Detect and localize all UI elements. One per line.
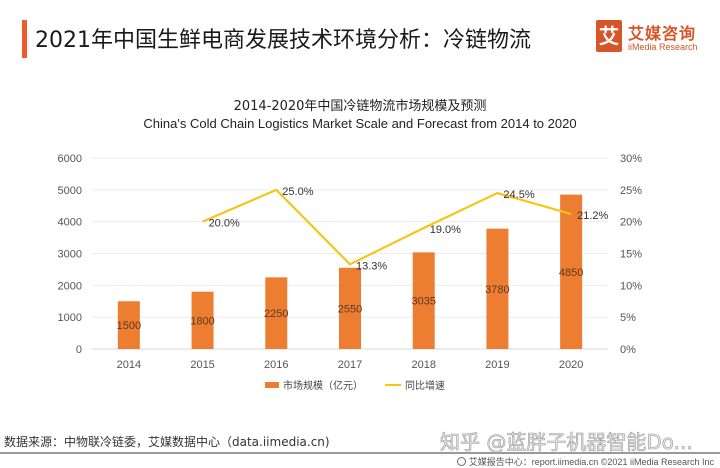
- bar-series: [117, 194, 583, 349]
- growth-line: [202, 188, 572, 266]
- left-axis-ticks: 0 1000 2000 3000 4000 5000 6000: [58, 153, 82, 356]
- legend-line-swatch: [385, 383, 401, 386]
- page-title: 2021年中国生鲜电商发展技术环境分析：冷链物流: [35, 28, 531, 53]
- right-axis-tick-label: 10%: [620, 280, 642, 292]
- logo-name-cn: 艾媒咨询: [628, 24, 697, 43]
- line-data-labels: 20.0% 25.0% 13.3% 19.0% 24.5% 21.2%: [209, 186, 609, 272]
- right-axis-ticks: 0% 5% 10% 15% 20% 25% 30%: [620, 153, 642, 356]
- data-source: 数据来源：中物联冷链委，艾媒数据中心（data.iimedia.cn): [4, 435, 330, 449]
- left-axis-tick-label: 2000: [58, 280, 82, 292]
- line-data-label: 24.5%: [503, 189, 534, 201]
- x-axis-tick-label: 2019: [485, 359, 509, 371]
- chart-legend: 市场规模（亿元） 同比增速: [265, 377, 445, 392]
- footer-report-line: 艾媒报告中心：report.iimedia.cn ©2021 iiMedia R…: [456, 455, 714, 468]
- bar: [339, 267, 361, 349]
- line-data-label: 13.3%: [356, 260, 387, 272]
- left-axis-tick-label: 0: [76, 344, 82, 356]
- bar: [265, 277, 288, 349]
- chart-subtitle: China's Cold Chain Logistics Market Scal…: [143, 116, 577, 131]
- bar: [191, 291, 214, 349]
- bar-data-label: 3035: [411, 296, 435, 308]
- title-accent-bar: [22, 20, 27, 58]
- line-series: [202, 188, 572, 266]
- right-axis-tick-label: 30%: [620, 153, 642, 165]
- x-axis-tick-label: 2017: [338, 359, 362, 371]
- footer-divider: [0, 452, 720, 454]
- bar-data-label: 2550: [338, 303, 362, 315]
- bar-data-label: 1500: [117, 320, 141, 332]
- bar: [117, 301, 140, 349]
- bar-data-label: 4850: [559, 267, 583, 279]
- globe-icon: [456, 457, 466, 466]
- x-axis-ticks: 2014 2015 2016 2017 2018 2019 2020: [117, 359, 584, 371]
- x-axis-tick-label: 2015: [190, 359, 214, 371]
- logo-name-en: iiMedia Research: [628, 42, 698, 52]
- line-data-label: 25.0%: [282, 186, 313, 198]
- line-data-label: 20.0%: [209, 218, 240, 230]
- footer-text: 艾媒报告中心：report.iimedia.cn ©2021 iiMedia R…: [468, 457, 714, 467]
- line-data-label: 19.0%: [430, 224, 461, 236]
- legend-label-growth: 同比增速: [405, 381, 445, 392]
- x-axis-tick-label: 2014: [117, 359, 141, 371]
- legend-label-market-scale: 市场规模（亿元）: [283, 381, 363, 392]
- legend-bar-swatch: [265, 381, 279, 388]
- right-axis-tick-label: 5%: [620, 312, 636, 324]
- bar-data-labels: 1500 1800 2250 2550 3035 3780 4850: [117, 267, 584, 332]
- left-axis-tick-label: 3000: [58, 249, 82, 261]
- left-axis-tick-label: 6000: [58, 153, 82, 165]
- right-axis-tick-label: 20%: [620, 217, 642, 229]
- left-axis-tick-label: 1000: [58, 312, 82, 324]
- left-axis-tick-label: 5000: [58, 185, 82, 197]
- bar: [560, 194, 583, 349]
- zhihu-watermark: 知乎 @蓝胖子机器智能Do...: [440, 430, 693, 455]
- line-data-label: 21.2%: [577, 210, 608, 222]
- bar-data-label: 1800: [190, 315, 214, 327]
- bar: [412, 252, 435, 349]
- left-axis-tick-label: 4000: [58, 217, 82, 229]
- right-axis-tick-label: 15%: [620, 249, 642, 261]
- right-axis-tick-label: 0%: [620, 344, 636, 356]
- right-axis-tick-label: 25%: [620, 185, 642, 197]
- logo-mark-icon: 艾: [596, 20, 622, 52]
- x-axis-tick-label: 2018: [411, 359, 435, 371]
- iimedia-logo: 艾 艾媒咨询 iiMedia Research: [596, 20, 714, 56]
- bar-data-label: 2250: [264, 308, 288, 320]
- bar: [486, 228, 509, 349]
- chart-title: 2014-2020年中国冷链物流市场规模及预测: [233, 99, 487, 114]
- x-axis-tick-label: 2020: [559, 359, 583, 371]
- x-axis-tick-label: 2016: [264, 359, 288, 371]
- bar-data-label: 3780: [485, 284, 509, 296]
